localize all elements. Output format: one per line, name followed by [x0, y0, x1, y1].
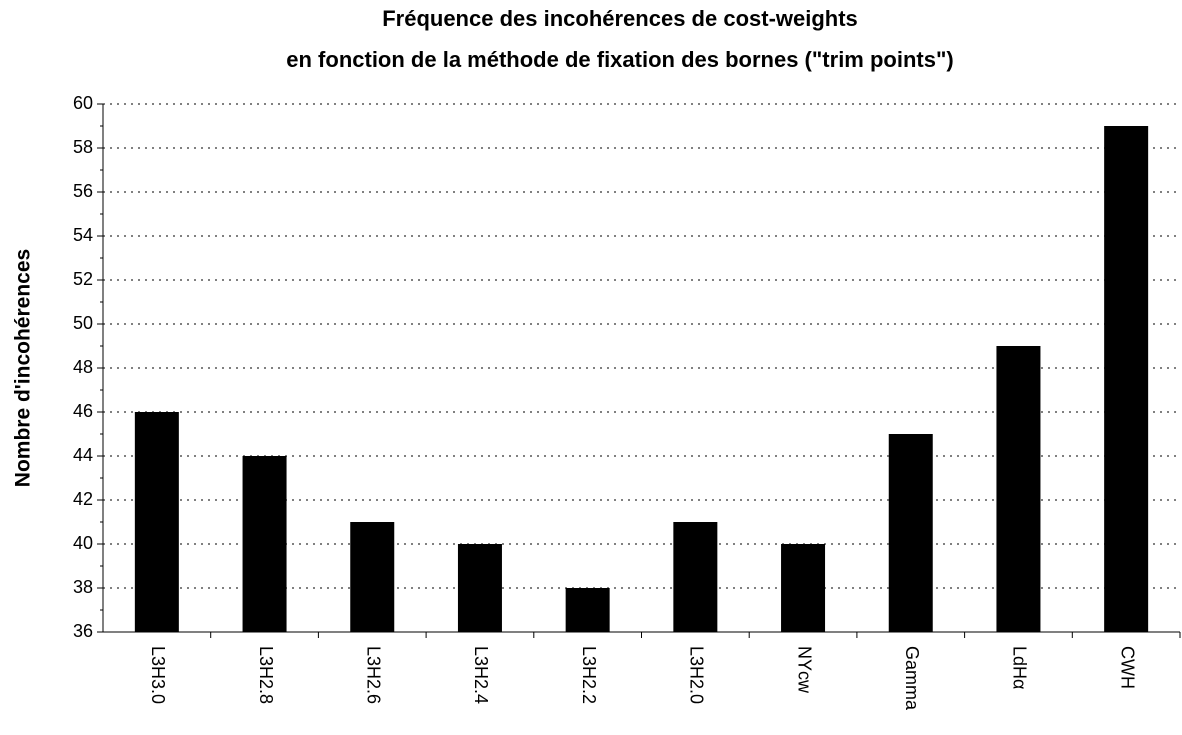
y-tick-label: 46 [73, 401, 93, 421]
x-tick-label: L3H2.8 [256, 646, 276, 704]
x-tick-label: NYcw [794, 646, 814, 694]
y-tick-label: 56 [73, 181, 93, 201]
chart-title: Fréquence des incohérences de cost-weigh… [382, 6, 858, 31]
x-tick-label: L3H2.0 [687, 646, 707, 704]
bar [134, 412, 179, 632]
y-tick-label: 52 [73, 269, 93, 289]
y-tick-label: 36 [73, 621, 93, 641]
x-tick-label: L3H2.2 [579, 646, 599, 704]
y-tick-label: 60 [73, 93, 93, 113]
y-tick-label: 44 [73, 445, 93, 465]
bar [888, 434, 933, 632]
bar [350, 522, 395, 632]
x-tick-label: L3H2.4 [471, 646, 491, 704]
x-tick-label: Gamma [902, 646, 922, 711]
y-tick-label: 58 [73, 137, 93, 157]
y-tick-label: 38 [73, 577, 93, 597]
x-tick-label: L3H2.6 [364, 646, 384, 704]
bar [1104, 126, 1149, 632]
y-tick-label: 48 [73, 357, 93, 377]
y-tick-label: 42 [73, 489, 93, 509]
y-tick-label: 54 [73, 225, 93, 245]
y-tick-label: 40 [73, 533, 93, 553]
bar [996, 346, 1041, 632]
y-tick-label: 50 [73, 313, 93, 333]
y-axis-label: Nombre d'incohérences [12, 249, 35, 487]
chart-title: en fonction de la méthode de fixation de… [286, 47, 953, 72]
bar [673, 522, 718, 632]
x-tick-label: CWH [1117, 646, 1137, 689]
bar [781, 544, 826, 632]
bar [457, 544, 502, 632]
x-tick-label: L3H3.0 [148, 646, 168, 704]
bar [565, 588, 610, 632]
x-tick-label: LdHα [1010, 646, 1030, 689]
bar [242, 456, 287, 632]
